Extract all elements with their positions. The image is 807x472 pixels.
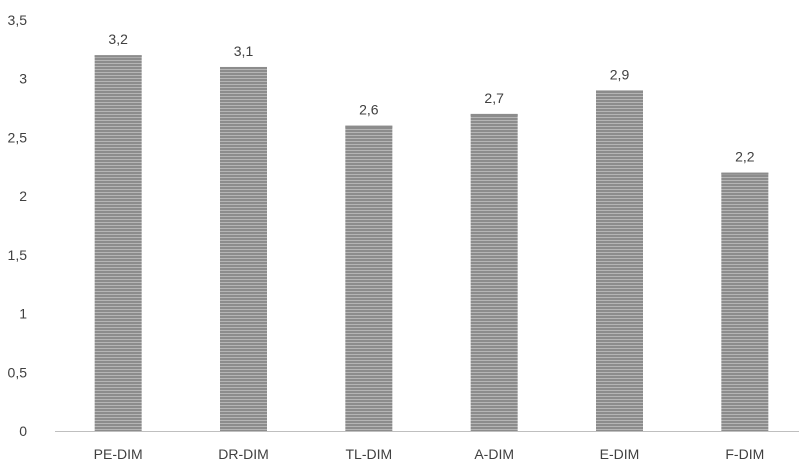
bar-top-edge: [345, 125, 393, 128]
bar-top-edge: [596, 90, 643, 93]
y-tick-label: 3,5: [8, 12, 28, 28]
bar: [721, 172, 769, 431]
bar: [596, 90, 643, 431]
data-label: 2,7: [484, 90, 504, 106]
x-tick-label: TL-DIM: [345, 446, 392, 462]
bar: [94, 55, 142, 431]
data-label: 3,1: [234, 43, 254, 59]
y-tick-label: 2: [19, 188, 27, 204]
bar: [220, 66, 267, 431]
x-tick-label: A-DIM: [474, 446, 514, 462]
y-tick-label: 1: [19, 306, 27, 322]
y-axis: 0 0,5 1 1,5 2 2,5 3 3,5: [8, 12, 28, 439]
y-tick-label: 2,5: [8, 129, 28, 145]
bars: [94, 55, 769, 431]
bar-top-edge: [721, 172, 769, 175]
bar: [345, 125, 393, 431]
data-label: 2,6: [359, 102, 379, 118]
data-label: 2,9: [610, 66, 630, 82]
bar-top-edge: [220, 66, 267, 69]
bar-top-edge: [94, 55, 142, 58]
y-tick-label: 1,5: [8, 247, 28, 263]
data-label: 3,2: [108, 31, 128, 47]
bar: [470, 113, 518, 431]
data-label: 2,2: [735, 149, 755, 165]
data-labels: 3,2 3,1 2,6 2,7 2,9 2,2: [108, 31, 754, 164]
x-axis: PE-DIM DR-DIM TL-DIM A-DIM E-DIM F-DIM: [94, 446, 765, 462]
y-tick-label: 0: [19, 423, 27, 439]
bar-top-edge: [470, 113, 518, 116]
x-tick-label: DR-DIM: [218, 446, 269, 462]
y-tick-label: 0,5: [8, 364, 28, 380]
y-tick-label: 3: [19, 71, 27, 87]
x-tick-label: E-DIM: [600, 446, 640, 462]
x-tick-label: F-DIM: [725, 446, 764, 462]
x-tick-label: PE-DIM: [94, 446, 143, 462]
